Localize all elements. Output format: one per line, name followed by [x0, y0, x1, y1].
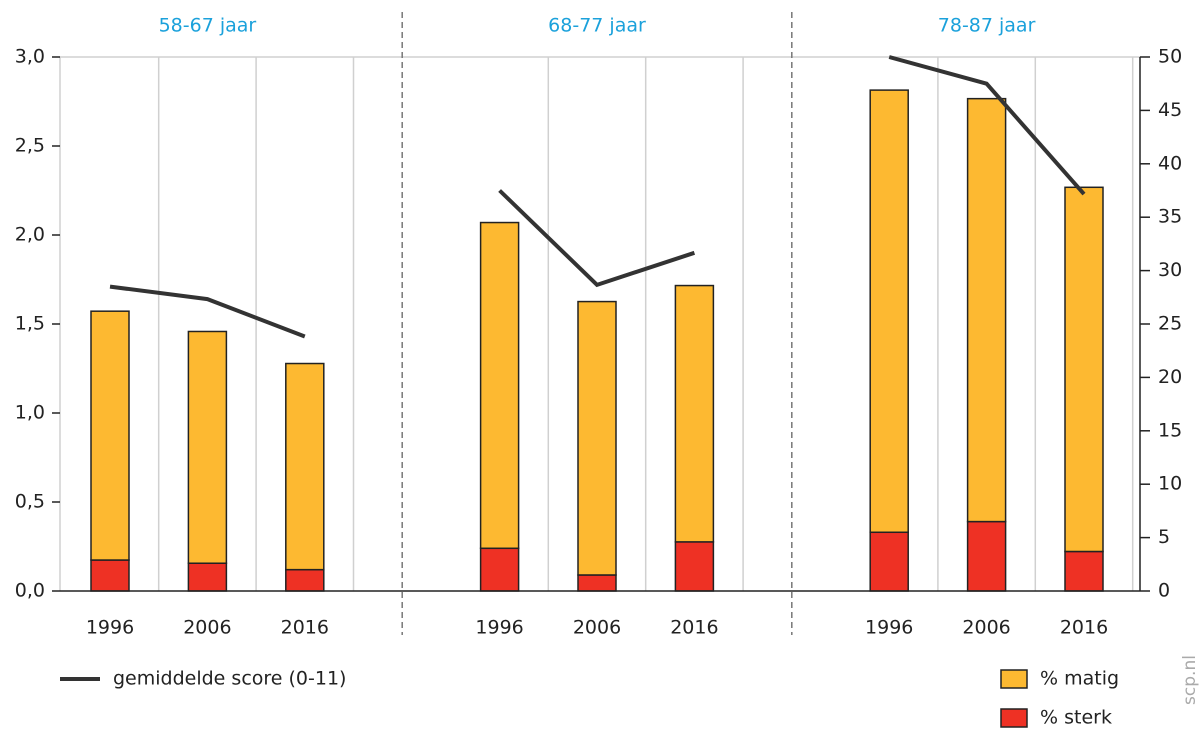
panel-title: 78-87 jaar — [938, 15, 1036, 37]
bar — [577, 574, 617, 592]
legend-label: % sterk — [1040, 707, 1112, 729]
x-tick-label: 2006 — [962, 617, 1010, 639]
source: scp.nl — [1180, 655, 1200, 705]
panel-title: 58-67 jaar — [159, 15, 257, 37]
bar — [674, 284, 715, 543]
y-tick-label: 0,5 — [15, 491, 45, 513]
legend-label: % matig — [1040, 668, 1119, 690]
y2-tick-label: 20 — [1158, 366, 1182, 388]
legend-swatch — [1000, 669, 1028, 689]
x-tick-label: 1996 — [865, 617, 913, 639]
bar — [1064, 186, 1104, 553]
x-tick-label: 2006 — [183, 617, 231, 639]
line — [109, 284, 306, 339]
y-tick-label: 2,5 — [15, 135, 45, 157]
x-tick-label: 1996 — [475, 617, 523, 639]
bar — [285, 362, 325, 571]
x-tick-label: 2006 — [573, 617, 621, 639]
y2-tick-label: 40 — [1158, 152, 1182, 174]
y2-tick-label: 45 — [1158, 99, 1182, 121]
x-tick-label: 2016 — [1060, 617, 1108, 639]
y2-tick-label: 30 — [1158, 259, 1182, 281]
y-tick-label: 3,0 — [15, 46, 45, 68]
bar — [187, 330, 228, 564]
legend-label: gemiddelde score (0-11) — [113, 668, 346, 690]
y2-tick-label: 35 — [1158, 206, 1182, 228]
y2-tick-label: 0 — [1158, 580, 1170, 602]
y2-tick-label: 50 — [1158, 46, 1182, 68]
bar — [187, 562, 228, 592]
legend-swatch — [1000, 708, 1028, 728]
line — [888, 55, 1086, 196]
bar — [577, 300, 617, 576]
bar — [479, 221, 520, 550]
bar — [869, 531, 909, 592]
y-tick-label: 1,0 — [15, 402, 45, 424]
panel-title: 68-77 jaar — [548, 15, 646, 37]
y-tick-label: 2,0 — [15, 224, 45, 246]
x-tick-label: 1996 — [86, 617, 134, 639]
y2-tick-label: 5 — [1158, 526, 1170, 548]
bar — [966, 520, 1007, 592]
y2-tick-label: 25 — [1158, 313, 1182, 335]
y2-tick-label: 15 — [1158, 419, 1182, 441]
bar — [90, 310, 130, 561]
y-tick-label: 1,5 — [15, 313, 45, 335]
y-tick-label: 0,0 — [15, 580, 45, 602]
x-tick-label: 2016 — [281, 617, 329, 639]
bar — [966, 97, 1007, 523]
bar — [674, 541, 715, 592]
y2-tick-label: 10 — [1158, 473, 1182, 495]
x-tick-label: 2016 — [670, 617, 718, 639]
bar — [869, 89, 909, 534]
bar — [479, 547, 520, 592]
bar — [1064, 550, 1104, 592]
line — [498, 189, 696, 288]
bar — [285, 568, 325, 592]
bar — [90, 559, 130, 592]
